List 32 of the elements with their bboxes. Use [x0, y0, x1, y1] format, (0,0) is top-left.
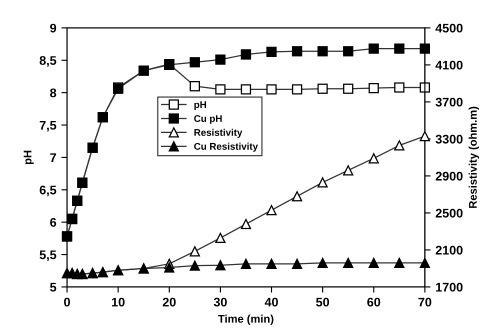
legend-label: pH	[194, 101, 206, 110]
x-tick-label: 50	[316, 298, 330, 307]
y2-tick-label: 3700	[436, 98, 463, 107]
legend-label: Resistivity	[194, 128, 242, 138]
x-tick-label: 60	[367, 298, 380, 307]
y2-tick-label: 3300	[436, 134, 463, 144]
x-tick-label: 40	[264, 298, 278, 307]
y-tick-label: 8	[50, 88, 56, 98]
y-axis-title: pH	[24, 150, 34, 164]
y-tick-label: 9	[50, 24, 56, 33]
legend-label: Cu Resistivity	[194, 142, 258, 152]
y-tick-label: 5	[50, 282, 56, 292]
y2-tick-label: 4100	[435, 60, 463, 70]
y-tick-label: 8,5	[40, 56, 56, 67]
y2-tick-label: 2500	[436, 208, 463, 218]
y2-tick-label: 2900	[436, 172, 463, 181]
x-tick-label: 30	[214, 298, 227, 307]
x-tick-label: 20	[162, 298, 176, 307]
y-tick-label: 6,5	[40, 186, 56, 196]
x-tick-label: 70	[418, 298, 432, 307]
y-tick-label: 5,5	[40, 250, 56, 262]
y-tick-label: 7	[50, 153, 56, 162]
x-axis-title: Time (min)	[218, 314, 274, 325]
y2-axis-title: Resistivity (ohm.m)	[468, 106, 480, 208]
y-tick-label: 6	[50, 218, 56, 227]
x-tick-label: 0	[64, 298, 70, 307]
legend-label: Cu pH	[194, 115, 222, 124]
y2-tick-label: 1700	[436, 282, 463, 292]
x-tick-label: 10	[112, 298, 125, 307]
y-tick-label: 7,5	[40, 120, 56, 132]
y2-tick-label: 4500	[435, 24, 463, 33]
y2-tick-label: 2100	[436, 246, 463, 255]
